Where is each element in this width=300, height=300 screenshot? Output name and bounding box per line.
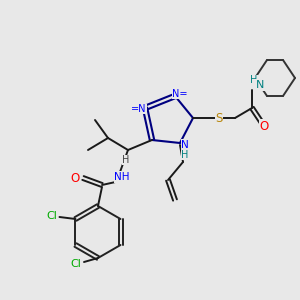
- Text: Cl: Cl: [46, 211, 57, 221]
- Text: O: O: [260, 119, 268, 133]
- Text: =N: =N: [131, 104, 147, 114]
- Text: NH: NH: [114, 172, 130, 182]
- Text: H: H: [250, 75, 258, 85]
- Text: H: H: [122, 155, 130, 165]
- Text: Cl: Cl: [70, 259, 81, 269]
- Text: N=: N=: [172, 89, 188, 99]
- Text: N: N: [256, 80, 264, 90]
- Text: N: N: [181, 140, 189, 150]
- Text: O: O: [70, 172, 80, 185]
- Text: H: H: [181, 150, 189, 160]
- Text: S: S: [215, 112, 223, 125]
